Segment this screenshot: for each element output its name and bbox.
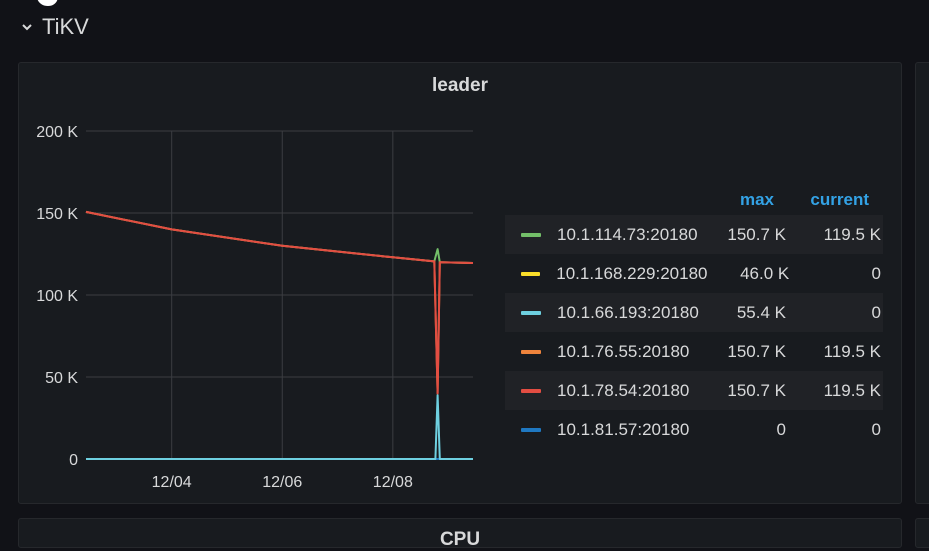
hand-cursor-icon	[37, 0, 58, 6]
legend-series-name: 10.1.66.193:20180	[557, 302, 699, 322]
legend-swatch[interactable]	[521, 232, 541, 237]
y-tick-label: 200 K	[36, 124, 78, 141]
adjacent-panel-below	[915, 518, 929, 548]
legend-series-name: 10.1.168.229:20180	[556, 263, 708, 283]
leader-chart[interactable]: 0 50 K 100 K 150 K 200 K 12/04 12/06 12/08	[19, 63, 489, 505]
y-tick-label: 150 K	[36, 206, 78, 223]
row-title: TiKV	[42, 14, 89, 39]
legend-header-current[interactable]: current	[810, 190, 869, 209]
legend-swatch[interactable]	[521, 388, 541, 393]
legend-swatch[interactable]	[521, 310, 541, 315]
legend-swatch[interactable]	[521, 427, 541, 432]
legend-item[interactable]: 10.1.76.55:20180 150.7 K 119.5 K	[505, 332, 883, 371]
legend-series-name: 10.1.76.55:20180	[557, 341, 690, 361]
legend-max-value: 150.7 K	[727, 224, 786, 244]
series-line	[86, 394, 473, 460]
y-tick-label: 0	[69, 452, 78, 469]
legend-table: max current 10.1.114.73:20180 150.7 K 119.…	[505, 185, 883, 449]
chevron-down-icon	[22, 24, 32, 31]
legend-item[interactable]: 10.1.81.57:20180 0 0	[505, 410, 883, 449]
legend-max-value: 46.0 K	[740, 263, 790, 283]
legend-header: max current	[505, 185, 883, 215]
legend-item[interactable]: 10.1.78.54:20180 150.7 K 119.5 K	[505, 371, 883, 410]
x-tick-label: 12/04	[152, 474, 192, 491]
legend-current-value: 119.5 K	[823, 224, 881, 244]
legend-item[interactable]: 10.1.114.73:20180 150.7 K 119.5 K	[505, 215, 883, 254]
legend-swatch[interactable]	[521, 349, 541, 354]
legend-header-max[interactable]: max	[739, 190, 774, 209]
row-header-tikv[interactable]: TiKV	[20, 12, 89, 42]
legend-max-value: 0	[776, 419, 786, 439]
leader-panel: leader 0 50 K 100 K 150 K 200 K 12/04 12/06 12/…	[18, 62, 902, 504]
cpu-panel-title[interactable]: CPU	[439, 529, 481, 550]
legend-max-value: 150.7 K	[727, 341, 786, 361]
legend-current-value: 119.5 K	[823, 341, 881, 361]
legend-item[interactable]: 10.1.66.193:20180 55.4 K 0	[505, 293, 883, 332]
legend-series-name: 10.1.114.73:20180	[557, 224, 698, 244]
y-tick-label: 50 K	[45, 370, 78, 387]
x-tick-label: 12/06	[262, 474, 302, 491]
legend-max-value: 55.4 K	[736, 302, 786, 322]
x-tick-label: 12/08	[373, 474, 413, 491]
legend-current-value: 0	[871, 263, 881, 283]
legend-current-value: 0	[871, 302, 881, 322]
legend-current-value: 119.5 K	[823, 380, 881, 400]
adjacent-panel	[915, 62, 929, 504]
legend-series-name: 10.1.78.54:20180	[557, 380, 690, 400]
y-tick-label: 100 K	[36, 288, 78, 305]
legend-current-value: 0	[871, 419, 881, 439]
cpu-panel: CPU	[18, 518, 902, 550]
legend-max-value: 150.7 K	[727, 380, 786, 400]
legend-swatch[interactable]	[521, 271, 541, 276]
series-line	[85, 210, 474, 264]
series-line	[85, 210, 474, 395]
legend-series-name: 10.1.81.57:20180	[557, 419, 690, 439]
panel-title[interactable]: leader	[432, 75, 488, 96]
series-line	[85, 210, 474, 395]
legend-item[interactable]: 10.1.168.229:20180 46.0 K 0	[505, 254, 883, 293]
